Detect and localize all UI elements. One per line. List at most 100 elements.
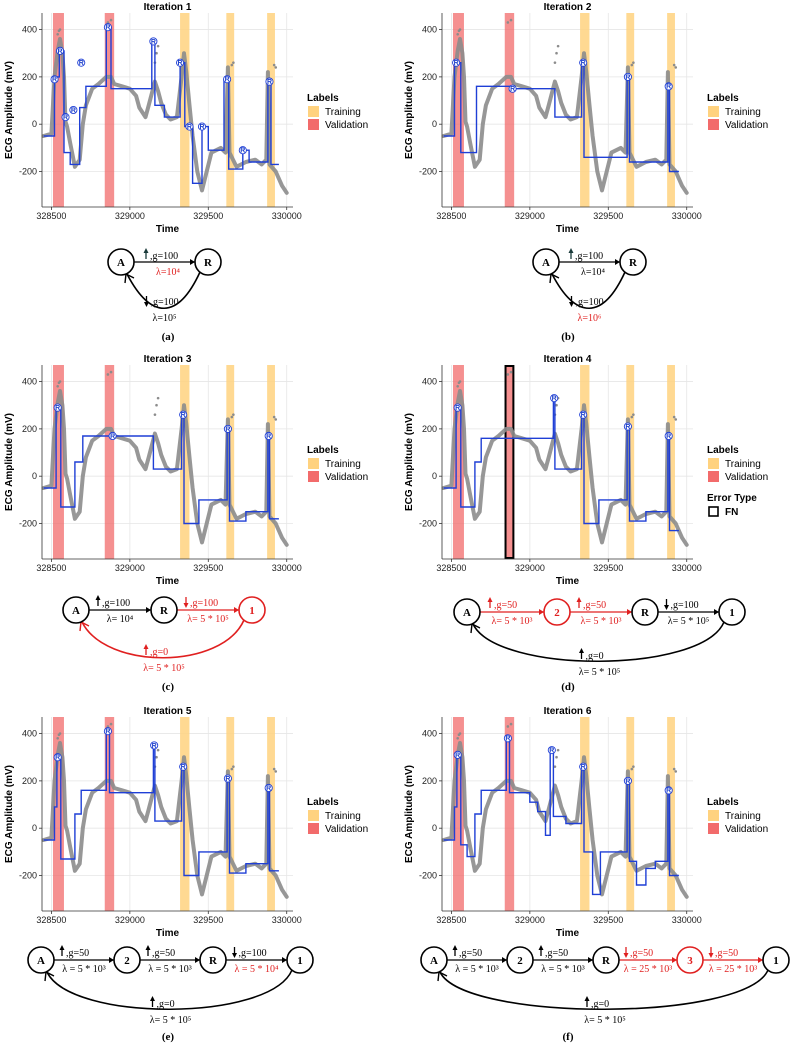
r-peak-label: R (55, 405, 60, 412)
y-tick-label: 400 (22, 377, 37, 387)
ecg-outlier-point (506, 725, 510, 728)
subfigure-caption: (f) (563, 1031, 574, 1043)
r-peak-marker: R (223, 774, 232, 783)
legend-title: Labels (707, 445, 739, 456)
x-axis-label: Time (556, 576, 580, 587)
r-peak-marker: R (53, 753, 62, 762)
r-peak-circle (264, 431, 273, 441)
down-arrow-icon (144, 302, 149, 307)
ecg-outlier-point (556, 748, 560, 752)
ecg-signal-line (41, 37, 289, 195)
ecg-outlier-point (672, 415, 676, 419)
transition-g-label: ,g=0 (150, 647, 168, 658)
legend-title: Labels (307, 445, 339, 456)
legend-label-validation: Validation (325, 472, 368, 483)
r-peak-circle (185, 122, 194, 131)
ecg-outlier-point (674, 418, 678, 421)
segment-fit-line (43, 730, 279, 877)
state-circle (453, 598, 481, 626)
r-peak-circle (664, 431, 673, 441)
r-peak-label: R (55, 755, 60, 762)
r-peak-label: R (666, 433, 671, 440)
r-peak-label: R (455, 752, 460, 759)
x-axis-label: Time (556, 928, 580, 939)
y-tick-label: 200 (22, 72, 37, 82)
state-label: 2 (517, 955, 523, 967)
ecg-outlier-point (553, 61, 557, 64)
legend-error-title: Error Type (707, 493, 757, 504)
r-peak-label: R (266, 433, 271, 440)
transition-g-label: ,g=100 (102, 598, 130, 609)
legend-label-fn: FN (725, 507, 738, 518)
r-peak-circle (579, 410, 588, 419)
r-peak-label: R (63, 114, 68, 121)
state-node-A: A (453, 598, 481, 626)
r-peak-circle (77, 58, 86, 67)
r-peak-circle (623, 776, 632, 785)
arrowhead (282, 957, 287, 963)
x-tick-label: 329500 (593, 211, 623, 221)
state-node-1: 1 (238, 596, 266, 624)
state-circle (506, 946, 534, 974)
r-peak-circle (223, 75, 232, 84)
x-tick-label: 328500 (436, 563, 466, 573)
state-circle (286, 946, 314, 974)
legend-label-training: Training (325, 811, 361, 822)
y-tick-label: -200 (19, 871, 37, 881)
ecg-outlier-point (458, 28, 462, 31)
state-circle (113, 946, 141, 974)
segment-fit-line (43, 26, 279, 185)
r-peak-circle (179, 762, 188, 771)
x-tick-label: 330000 (272, 563, 302, 573)
ecg-outlier-point (109, 722, 113, 726)
r-peak-circle (53, 753, 62, 762)
legend-title: Labels (307, 93, 339, 104)
state-label: R (629, 257, 638, 269)
transition-g-label: ,g=50 (66, 948, 89, 959)
state-circle (194, 248, 222, 276)
segment-fit-line (443, 62, 679, 173)
ecg-outlier-point (555, 403, 558, 407)
r-peak-label: R (181, 764, 186, 771)
training-band (180, 365, 190, 559)
r-peak-label: R (625, 778, 630, 785)
r-peak-circle (623, 72, 632, 81)
transition-lambda-label: λ=10⁴ (156, 267, 180, 278)
r-peak-marker: R (223, 75, 232, 84)
legend-label-training: Training (725, 459, 761, 470)
r-peak-label: R (105, 25, 110, 32)
ecg-outlier-point (672, 63, 676, 67)
state-label: 2 (124, 955, 130, 967)
state-node-R: R (592, 946, 620, 974)
r-peak-marker: R (238, 146, 247, 155)
subfigure-caption: (b) (561, 331, 575, 343)
state-diagram-d: ,g=50 λ= 5 * 10³ ,g=50 λ= 5 * 10³ ,g=100 λ= 5… (453, 597, 746, 678)
r-peak-circle (264, 783, 273, 793)
transition-g-label: ,g=100 (150, 251, 178, 262)
x-tick-label: 329000 (115, 915, 145, 925)
r-peak-marker: R (664, 431, 673, 441)
legend-label-validation: Validation (325, 120, 368, 131)
legend-label-validation: Validation (325, 824, 368, 835)
r-peak-marker: R (547, 746, 556, 755)
r-peak-marker: R (149, 37, 158, 46)
transition-lambda-label: λ = 5 * 10³ (148, 964, 192, 975)
r-peak-marker: R (550, 394, 559, 403)
state-label: 1 (773, 955, 779, 967)
ecg-outlier-point (56, 32, 59, 36)
transition-lambda-label: λ= 5 * 10⁵ (584, 1015, 625, 1026)
legend-swatch-validation (308, 471, 319, 482)
y-tick-label: 400 (422, 25, 437, 35)
arrowhead (714, 609, 719, 615)
r-peak-marker: R (508, 84, 517, 93)
validation-band (452, 13, 464, 207)
y-tick-label: 200 (422, 424, 437, 434)
x-tick-label: 329000 (515, 915, 545, 925)
ecg-outlier-point (272, 767, 276, 771)
x-axis-label: Time (156, 224, 180, 235)
transition-lambda-label: λ = 5 * 10³ (62, 964, 106, 975)
state-node-R: R (631, 598, 659, 626)
ecg-outlier-point (156, 44, 160, 48)
chart-panel-6: Iteration 6 R R R R R R 400 200 0 -200 328500 329000… (404, 706, 768, 939)
state-node-A: A (27, 946, 55, 974)
